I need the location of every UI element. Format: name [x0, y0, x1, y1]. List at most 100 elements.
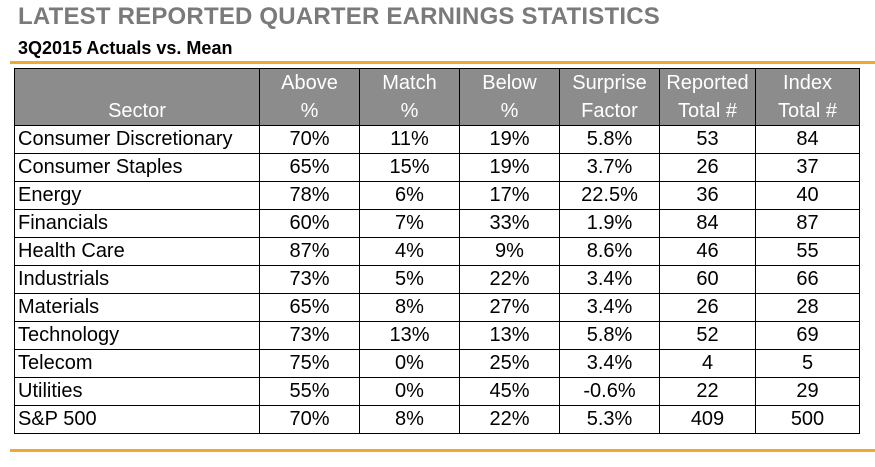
- cell-above-pct: 78%: [259, 181, 360, 210]
- cell-sector: Health Care: [14, 237, 260, 266]
- table-row: Health Care 87% 4% 9% 8.6% 46 55: [14, 237, 860, 266]
- cell-below-pct: 22%: [459, 405, 560, 434]
- cell-match-pct: 6%: [359, 181, 460, 210]
- cell-reported-total: 26: [659, 153, 756, 182]
- header-sector: Sector: [14, 68, 260, 126]
- cell-above-pct: 87%: [259, 237, 360, 266]
- cell-index-total: 500: [755, 405, 860, 434]
- cell-match-pct: 4%: [359, 237, 460, 266]
- cell-sector: S&P 500: [14, 405, 260, 434]
- cell-index-total: 84: [755, 125, 860, 154]
- cell-reported-total: 46: [659, 237, 756, 266]
- header-match: Match%: [359, 68, 460, 126]
- cell-below-pct: 25%: [459, 349, 560, 378]
- cell-sector: Consumer Discretionary: [14, 125, 260, 154]
- table-row: Consumer Discretionary 70% 11% 19% 5.8% 53 84: [14, 125, 860, 154]
- cell-surprise-factor: 8.6%: [559, 237, 660, 266]
- cell-index-total: 66: [755, 265, 860, 294]
- cell-sector: Financials: [14, 209, 260, 238]
- page-subtitle: 3Q2015 Actuals vs. Mean: [18, 38, 233, 58]
- cell-index-total: 55: [755, 237, 860, 266]
- cell-match-pct: 5%: [359, 265, 460, 294]
- cell-reported-total: 53: [659, 125, 756, 154]
- cell-sector: Telecom: [14, 349, 260, 378]
- cell-below-pct: 33%: [459, 209, 560, 238]
- cell-index-total: 29: [755, 377, 860, 406]
- cell-reported-total: 52: [659, 321, 756, 350]
- cell-above-pct: 65%: [259, 293, 360, 322]
- cell-sector: Industrials: [14, 265, 260, 294]
- cell-sector: Energy: [14, 181, 260, 210]
- cell-sector: Technology: [14, 321, 260, 350]
- header-row: Sector Above% Match% Below% Surprise Fact…: [14, 68, 860, 126]
- cell-below-pct: 19%: [459, 153, 560, 182]
- cell-match-pct: 0%: [359, 377, 460, 406]
- cell-below-pct: 19%: [459, 125, 560, 154]
- cell-surprise-factor: 5.3%: [559, 405, 660, 434]
- cell-reported-total: 36: [659, 181, 756, 210]
- cell-reported-total: 22: [659, 377, 756, 406]
- cell-reported-total: 26: [659, 293, 756, 322]
- table-row: Materials 65% 8% 27% 3.4% 26 28: [14, 293, 860, 322]
- top-divider: [10, 61, 875, 64]
- cell-surprise-factor: 3.7%: [559, 153, 660, 182]
- cell-surprise-factor: 5.8%: [559, 321, 660, 350]
- cell-match-pct: 0%: [359, 349, 460, 378]
- cell-sector: Materials: [14, 293, 260, 322]
- header-above: Above%: [259, 68, 360, 126]
- cell-below-pct: 13%: [459, 321, 560, 350]
- cell-index-total: 28: [755, 293, 860, 322]
- cell-match-pct: 8%: [359, 405, 460, 434]
- cell-above-pct: 70%: [259, 405, 360, 434]
- table-row: S&P 500 70% 8% 22% 5.3% 409 500: [14, 405, 860, 434]
- table-row: Financials 60% 7% 33% 1.9% 84 87: [14, 209, 860, 238]
- table-body: Consumer Discretionary 70% 11% 19% 5.8% 53 84 C…: [14, 125, 860, 434]
- header-below: Below%: [459, 68, 560, 126]
- cell-above-pct: 55%: [259, 377, 360, 406]
- header-index-total: Index Total #: [755, 68, 860, 126]
- cell-sector: Utilities: [14, 377, 260, 406]
- cell-above-pct: 70%: [259, 125, 360, 154]
- cell-match-pct: 13%: [359, 321, 460, 350]
- table-row: Energy 78% 6% 17% 22.5% 36 40: [14, 181, 860, 210]
- cell-surprise-factor: 1.9%: [559, 209, 660, 238]
- cell-surprise-factor: 3.4%: [559, 265, 660, 294]
- cell-below-pct: 27%: [459, 293, 560, 322]
- table-row: Industrials 73% 5% 22% 3.4% 60 66: [14, 265, 860, 294]
- cell-index-total: 5: [755, 349, 860, 378]
- earnings-table: Sector Above% Match% Below% Surprise Fact…: [14, 68, 860, 434]
- cell-match-pct: 11%: [359, 125, 460, 154]
- cell-above-pct: 60%: [259, 209, 360, 238]
- cell-below-pct: 17%: [459, 181, 560, 210]
- cell-surprise-factor: 5.8%: [559, 125, 660, 154]
- cell-surprise-factor: 3.4%: [559, 349, 660, 378]
- cell-index-total: 69: [755, 321, 860, 350]
- cell-reported-total: 84: [659, 209, 756, 238]
- cell-match-pct: 8%: [359, 293, 460, 322]
- cell-reported-total: 409: [659, 405, 756, 434]
- header-surprise-factor: Surprise Factor: [559, 68, 660, 126]
- header-reported-total: Reported Total #: [659, 68, 756, 126]
- bottom-divider: [10, 449, 875, 452]
- cell-sector: Consumer Staples: [14, 153, 260, 182]
- cell-surprise-factor: 22.5%: [559, 181, 660, 210]
- table-row: Consumer Staples 65% 15% 19% 3.7% 26 37: [14, 153, 860, 182]
- cell-below-pct: 9%: [459, 237, 560, 266]
- cell-reported-total: 60: [659, 265, 756, 294]
- cell-index-total: 37: [755, 153, 860, 182]
- cell-index-total: 40: [755, 181, 860, 210]
- table-row: Telecom 75% 0% 25% 3.4% 4 5: [14, 349, 860, 378]
- page-title: LATEST REPORTED QUARTER EARNINGS STATIST…: [18, 3, 660, 30]
- cell-above-pct: 65%: [259, 153, 360, 182]
- cell-surprise-factor: 3.4%: [559, 293, 660, 322]
- cell-above-pct: 73%: [259, 321, 360, 350]
- cell-match-pct: 15%: [359, 153, 460, 182]
- cell-above-pct: 73%: [259, 265, 360, 294]
- cell-surprise-factor: -0.6%: [559, 377, 660, 406]
- cell-above-pct: 75%: [259, 349, 360, 378]
- cell-reported-total: 4: [659, 349, 756, 378]
- cell-below-pct: 22%: [459, 265, 560, 294]
- cell-match-pct: 7%: [359, 209, 460, 238]
- cell-below-pct: 45%: [459, 377, 560, 406]
- table-row: Utilities 55% 0% 45% -0.6% 22 29: [14, 377, 860, 406]
